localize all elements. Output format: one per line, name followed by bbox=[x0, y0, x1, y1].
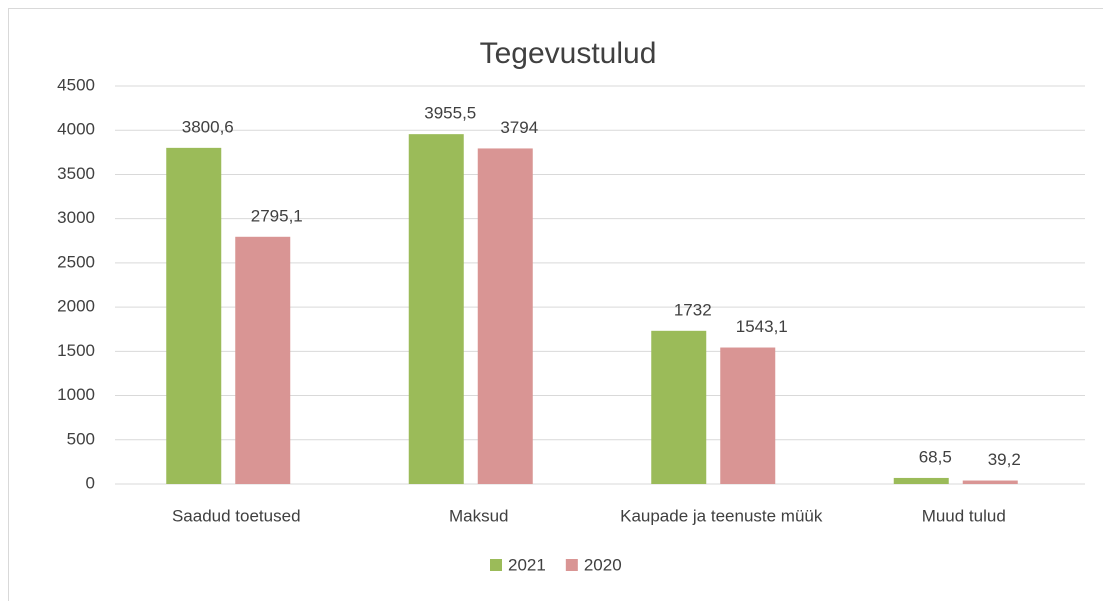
bar bbox=[166, 147, 222, 485]
bar bbox=[235, 236, 291, 484]
x-tick-label: Saadud toetused bbox=[172, 506, 301, 525]
bar bbox=[962, 480, 1018, 484]
data-label: 3955,5 bbox=[424, 104, 476, 123]
y-tick-label: 1500 bbox=[57, 341, 95, 360]
legend-swatch bbox=[490, 559, 502, 571]
y-tick-label: 1000 bbox=[57, 385, 95, 404]
data-label: 68,5 bbox=[919, 447, 952, 466]
bar bbox=[720, 347, 776, 484]
chart-title: Tegevustulud bbox=[480, 37, 657, 70]
bar bbox=[477, 148, 533, 484]
data-label: 1543,1 bbox=[736, 317, 788, 336]
data-label: 39,2 bbox=[988, 450, 1021, 469]
data-label: 1732 bbox=[674, 300, 712, 319]
data-label: 2795,1 bbox=[251, 206, 303, 225]
data-label: 3800,6 bbox=[182, 117, 234, 136]
y-tick-label: 0 bbox=[86, 473, 95, 492]
bar bbox=[651, 330, 707, 484]
y-tick-label: 3500 bbox=[57, 164, 95, 183]
bar bbox=[893, 477, 949, 484]
legend-swatch bbox=[565, 559, 578, 571]
y-tick-label: 500 bbox=[67, 429, 95, 448]
y-tick-label: 2500 bbox=[57, 252, 95, 271]
x-tick-label: Maksud bbox=[449, 506, 509, 525]
y-tick-label: 2000 bbox=[57, 297, 95, 316]
y-tick-label: 4000 bbox=[57, 120, 95, 139]
x-tick-label: Kaupade ja teenuste müük bbox=[620, 506, 823, 525]
y-tick-label: 4500 bbox=[57, 75, 95, 94]
y-tick-label: 3000 bbox=[57, 208, 95, 227]
data-label: 3794 bbox=[500, 118, 538, 137]
legend-label: 2020 bbox=[584, 555, 622, 574]
legend-label: 2021 bbox=[508, 555, 546, 574]
bar bbox=[408, 134, 464, 484]
x-tick-label: Muud tulud bbox=[922, 506, 1006, 525]
